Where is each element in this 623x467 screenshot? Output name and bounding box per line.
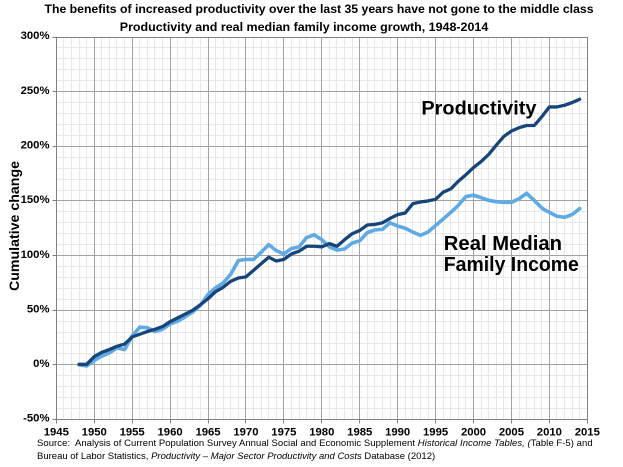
svg-text:The benefits of increased prod: The benefits of increased productivity o… [45,2,594,16]
svg-text:1985: 1985 [347,427,372,439]
svg-text:1960: 1960 [158,427,183,439]
svg-text:1965: 1965 [195,427,220,439]
svg-text:1990: 1990 [385,427,410,439]
svg-text:1950: 1950 [82,427,107,439]
svg-text:Family Income: Family Income [444,254,579,276]
svg-text:1980: 1980 [309,427,334,439]
svg-text:Real Median: Real Median [444,233,562,255]
svg-text:1975: 1975 [271,427,296,439]
svg-text:Productivity: Productivity [421,98,536,120]
svg-text:2010: 2010 [537,427,562,439]
svg-text:Source: Analysis of Current P: Source: Analysis of Current Population S… [37,438,593,449]
svg-text:150%: 150% [21,194,50,206]
svg-text:2015: 2015 [575,427,600,439]
svg-text:Productivity and real median f: Productivity and real median family inco… [120,20,489,34]
svg-text:-50%: -50% [23,413,49,425]
svg-text:250%: 250% [21,85,50,97]
svg-text:300%: 300% [21,30,50,42]
svg-text:2000: 2000 [461,427,486,439]
svg-text:2005: 2005 [499,427,524,439]
svg-text:1945: 1945 [44,427,69,439]
svg-text:1970: 1970 [233,427,258,439]
svg-text:Cumulative change: Cumulative change [6,161,22,291]
svg-text:1955: 1955 [120,427,145,439]
svg-text:0%: 0% [33,358,49,370]
svg-text:200%: 200% [21,139,50,151]
svg-text:100%: 100% [21,249,50,261]
svg-text:1995: 1995 [423,427,448,439]
svg-text:Bureau of Labor Statistics, Pr: Bureau of Labor Statistics, Productivity… [37,451,435,462]
svg-text:50%: 50% [27,303,50,315]
